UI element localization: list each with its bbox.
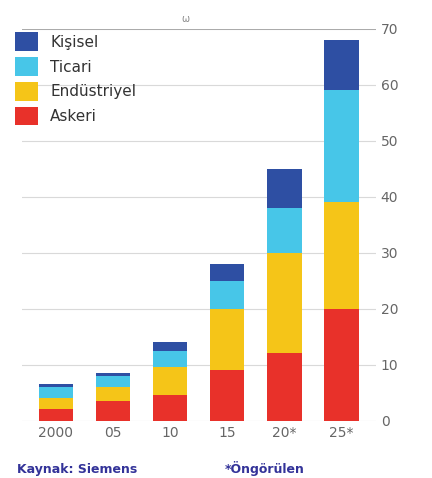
Bar (39, 387, 73, 398)
Bar (324, 202, 359, 309)
Text: ω: ω (182, 13, 190, 23)
Bar (153, 342, 187, 351)
Bar (153, 351, 187, 368)
Legend: Kişisel, Ticari, Endüstriyel, Askeri: Kişisel, Ticari, Endüstriyel, Askeri (15, 33, 136, 125)
Bar (267, 169, 302, 208)
Bar (39, 398, 73, 410)
Bar (210, 281, 245, 309)
Bar (210, 309, 245, 370)
Bar (324, 309, 359, 421)
Bar (267, 353, 302, 421)
Bar (96, 387, 130, 401)
Bar (39, 384, 73, 387)
Bar (96, 373, 130, 376)
Bar (267, 208, 302, 253)
Bar (96, 401, 130, 421)
Bar (153, 368, 187, 395)
Bar (96, 376, 130, 387)
Text: Kaynak: Siemens: Kaynak: Siemens (17, 463, 137, 476)
Bar (153, 395, 187, 421)
Bar (267, 253, 302, 353)
Text: *Öngörülen: *Öngörülen (225, 461, 305, 476)
Bar (324, 90, 359, 202)
Bar (210, 370, 245, 421)
Bar (39, 410, 73, 421)
Bar (210, 264, 245, 281)
Bar (324, 40, 359, 90)
